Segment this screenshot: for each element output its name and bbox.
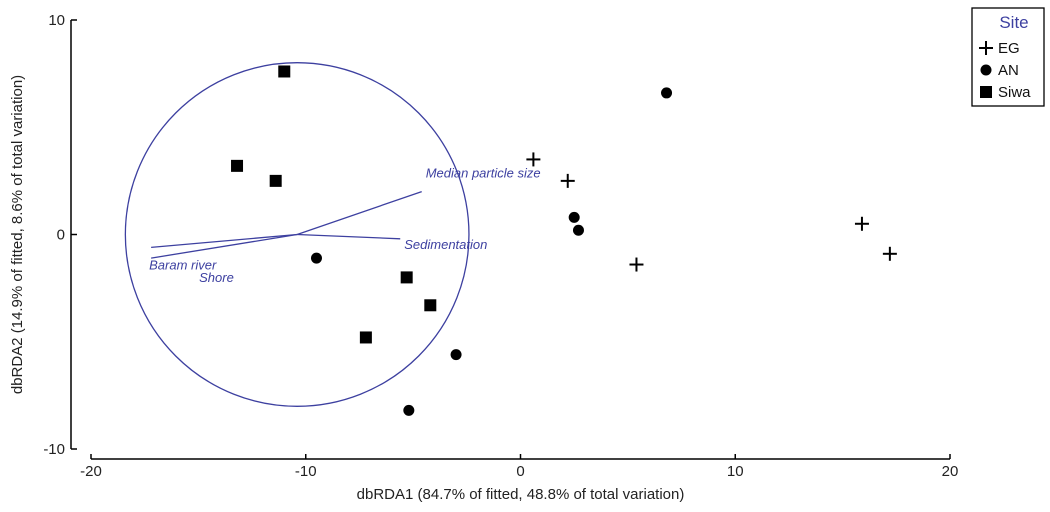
- vector-label: Median particle size: [426, 166, 541, 181]
- point-siwa: [231, 159, 244, 172]
- x-axis-title: dbRDA1 (84.7% of fitted, 48.8% of total …: [357, 486, 685, 503]
- point-an: [572, 224, 584, 236]
- vector-line: [296, 190, 422, 236]
- point-eg: [560, 173, 575, 188]
- point-eg: [882, 246, 897, 261]
- point-an: [568, 211, 580, 223]
- vector-label: Sedimentation: [404, 237, 487, 252]
- y-axis-title: dbRDA2 (14.9% of fitted, 8.6% of total v…: [9, 75, 26, 394]
- vector-line: [151, 233, 298, 259]
- legend-label: Siwa: [998, 84, 1031, 101]
- point-siwa: [359, 331, 372, 344]
- legend-marker-an: [980, 64, 992, 76]
- legend-label: AN: [998, 62, 1019, 79]
- point-siwa: [269, 174, 282, 187]
- vector-label: Shore: [199, 270, 234, 285]
- point-eg: [526, 152, 541, 167]
- x-tick-label: -20: [80, 463, 102, 480]
- legend-title: Site: [999, 13, 1028, 32]
- point-siwa: [278, 65, 291, 78]
- plot-area: -20 -10 0 10 20 10 0 -10 Median particle size Sed…: [43, 12, 958, 480]
- point-an: [661, 87, 673, 99]
- x-tick-label: 20: [942, 463, 959, 480]
- x-tick-label: 10: [727, 463, 744, 480]
- point-siwa: [424, 299, 437, 312]
- point-an: [310, 252, 322, 264]
- y-tick-label: -10: [43, 441, 65, 458]
- legend: Site EG AN Siwa: [971, 7, 1045, 107]
- y-tick-label: 10: [48, 12, 65, 29]
- vector-label: Baram river: [149, 257, 217, 272]
- point-eg: [854, 216, 869, 231]
- correlation-circle: [124, 62, 470, 407]
- y-tick-label: 0: [57, 227, 65, 244]
- vector-line: [151, 233, 298, 249]
- x-tick-label: 0: [516, 463, 524, 480]
- point-siwa: [400, 271, 413, 284]
- point-eg: [629, 257, 644, 272]
- legend-label: EG: [998, 40, 1020, 57]
- point-an: [403, 404, 415, 416]
- legend-marker-siwa: [980, 86, 992, 98]
- point-an: [450, 349, 462, 361]
- legend-marker-eg: [979, 41, 993, 55]
- x-tick-label: -10: [295, 463, 317, 480]
- vector-line: [297, 233, 401, 240]
